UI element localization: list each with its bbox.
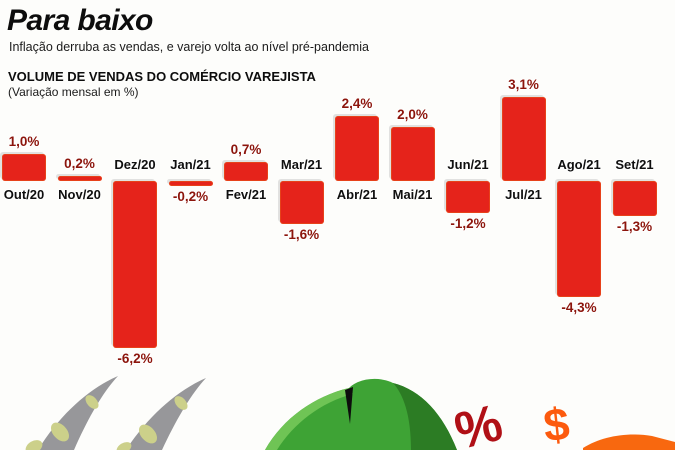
page-title: Para baixo (7, 4, 153, 37)
month-label: Fev/21 (225, 187, 267, 202)
month-label: Mai/21 (392, 187, 433, 202)
bar-Out/20 (2, 154, 46, 181)
month-label: Jun/21 (447, 157, 489, 172)
bar-Mar/21 (279, 181, 324, 224)
value-label: 0,7% (230, 142, 262, 157)
month-label: Ago/21 (557, 157, 601, 172)
value-label: 0,2% (64, 156, 95, 171)
chart-subheading: (Variação mensal em %) (8, 85, 139, 99)
value-label: -1,6% (283, 227, 320, 242)
month-label: Jan/21 (170, 157, 211, 172)
percent-icon: % (449, 394, 508, 450)
bar-Jun/21 (446, 181, 490, 213)
month-label: Abr/21 (336, 187, 378, 202)
value-label: -4,3% (561, 300, 597, 315)
value-label: 2,4% (341, 96, 373, 111)
orange-arrow-icon (583, 434, 675, 450)
chart-heading: VOLUME DE VENDAS DO COMÉRCIO VAREJISTA (8, 69, 316, 84)
bar-Jul/21 (501, 97, 546, 181)
value-label: 1,0% (8, 134, 40, 149)
bar-Fev/21 (224, 162, 268, 181)
value-label: -6,2% (117, 351, 153, 366)
month-label: Dez/20 (114, 157, 156, 172)
month-label: Jul/21 (505, 187, 542, 202)
bar-Jan/21 (168, 181, 213, 186)
month-label: Out/20 (3, 187, 45, 202)
value-label: -1,3% (616, 219, 653, 234)
month-label: Set/21 (615, 157, 654, 172)
piggy-bank-icon (265, 378, 457, 450)
bar-Mai/21 (390, 127, 435, 181)
value-label: -1,2% (450, 216, 486, 231)
value-label: 3,1% (508, 77, 539, 92)
bar-Abr/21 (335, 116, 379, 181)
gray-claws-icon (25, 376, 206, 450)
value-label: 2,0% (397, 107, 428, 122)
month-label: Nov/20 (58, 187, 101, 202)
bar-Ago/21 (557, 181, 601, 297)
bar-Set/21 (612, 181, 657, 216)
bar-Nov/20 (57, 176, 102, 181)
dollar-icon: $ (541, 397, 572, 450)
bottom-illustrations: % $ (25, 376, 675, 450)
value-label: -0,2% (172, 189, 209, 204)
month-label: Mar/21 (280, 157, 323, 172)
page-subtitle: Inflação derruba as vendas, e varejo vol… (9, 40, 369, 54)
bar-Dez/20 (113, 181, 157, 348)
